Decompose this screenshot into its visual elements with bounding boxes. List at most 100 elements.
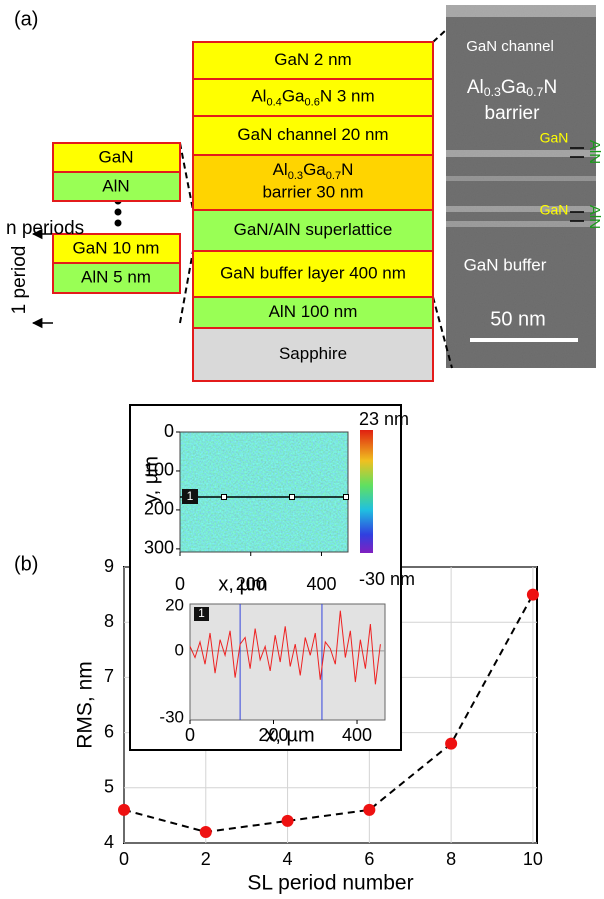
y-tick-label: 5 [104, 777, 114, 797]
y-axis-label: y, µm [140, 456, 162, 504]
label: GaN buffer [464, 255, 547, 274]
formula-part: N [543, 77, 557, 98]
data-line [123, 594, 534, 833]
label: 1 period [9, 246, 30, 315]
panel-label: (b) [14, 553, 38, 575]
afm-image [180, 432, 348, 552]
layer [192, 296, 434, 329]
y-tick-label: 0 [175, 640, 184, 659]
layer [192, 41, 434, 80]
layer [52, 171, 181, 202]
formula-part: Ga [501, 77, 527, 98]
marker-label: 1 [187, 489, 194, 503]
layer [192, 209, 434, 252]
x-tick-label: 2 [201, 849, 211, 869]
x-tick-label: 10 [523, 849, 543, 869]
data-point [445, 737, 458, 750]
y-tick-label: 100 [144, 460, 174, 480]
y-tick-label: 9 [104, 556, 114, 576]
formula-part: 0.7 [326, 170, 341, 182]
data-point [363, 803, 376, 816]
y-tick-label: 200 [144, 499, 174, 519]
y-tick-label: 7 [104, 666, 114, 686]
colorbar [360, 430, 373, 553]
label: 50 nm [490, 308, 546, 330]
layer-label: GaN/AlN superlattice [234, 220, 393, 239]
formula: Al0.4Ga0.6N 3 nm [251, 87, 374, 108]
layer [52, 262, 181, 294]
profile-line [189, 610, 381, 685]
layer [192, 250, 434, 298]
formula-part: Ga [303, 160, 326, 179]
label: GaN [99, 147, 134, 166]
data-point [526, 588, 539, 601]
formula-part: N [341, 160, 353, 179]
formula-part: Ga [282, 87, 305, 106]
layer-label: GaN 2 nm [274, 50, 351, 69]
x-tick-label: 200 [258, 725, 288, 745]
formula-part: 0.6 [305, 96, 320, 108]
data-point [118, 803, 130, 816]
label: GaN [540, 202, 569, 218]
profile-area [189, 603, 386, 721]
data-point [281, 814, 294, 827]
formula-part: Al [467, 77, 484, 98]
formula-part: 0.7 [526, 85, 543, 99]
formula: Al0.3Ga0.7N [273, 160, 354, 181]
x-tick-label: 0 [119, 849, 129, 869]
label: AlN [586, 140, 603, 164]
label: GaN [540, 130, 569, 146]
colorbar-label: 23 nm [359, 409, 409, 429]
label: n periods [6, 218, 84, 239]
y-tick-label: 20 [165, 596, 184, 615]
formula: Al0.3Ga0.7N [467, 77, 557, 99]
layer [192, 78, 434, 117]
layer [52, 233, 181, 265]
x-tick-label: 400 [342, 725, 372, 745]
x-tick-label: 4 [283, 849, 293, 869]
label: AlN [586, 205, 603, 229]
formula-part: 0.3 [288, 170, 303, 182]
x-tick-label: 0 [175, 574, 185, 594]
layer [192, 115, 434, 156]
marker-box [182, 489, 198, 504]
x-tick-label: 8 [446, 849, 456, 869]
formula-part: Al [251, 87, 266, 106]
scan-marker [221, 494, 227, 500]
marker-label: 1 [198, 606, 205, 620]
connectors [179, 29, 453, 369]
label: barrier [485, 103, 541, 124]
y-tick-label: 0 [164, 421, 174, 441]
layer [52, 142, 181, 173]
period-arrows [31, 228, 53, 329]
y-axis-label: RMS, nm [74, 661, 97, 749]
layer-label: Sapphire [279, 344, 347, 363]
layer [192, 327, 434, 382]
x-tick-label: 200 [236, 574, 266, 594]
x-tick-label: 400 [306, 574, 336, 594]
y-tick-label: 8 [104, 611, 114, 631]
label: GaN 10 nm [73, 238, 160, 257]
layer-label: GaN channel 20 nm [237, 125, 388, 144]
x-axis-label: SL period number [247, 872, 413, 895]
formula-part: N 3 nm [320, 87, 375, 106]
label: AlN [102, 176, 129, 195]
label: AlN 5 nm [81, 267, 151, 286]
formula-part: 0.4 [266, 96, 281, 108]
formula-part: 0.3 [484, 85, 501, 99]
y-tick-label: 6 [104, 721, 114, 741]
scan-marker [343, 494, 349, 500]
colorbar-label: -30 nm [359, 569, 415, 589]
y-tick-label: 4 [104, 832, 114, 852]
label: GaN channel [466, 38, 554, 55]
y-tick-label: 300 [144, 538, 174, 558]
data-point [199, 825, 212, 838]
scan-marker [289, 494, 295, 500]
x-axis-label: x, µm [218, 573, 267, 595]
layer-label: GaN buffer layer 400 nm [220, 263, 406, 282]
layer-label: barrier 30 nm [262, 182, 363, 201]
tem-texture [446, 5, 596, 368]
x-tick-label: 6 [364, 849, 374, 869]
afm-border [179, 431, 349, 553]
